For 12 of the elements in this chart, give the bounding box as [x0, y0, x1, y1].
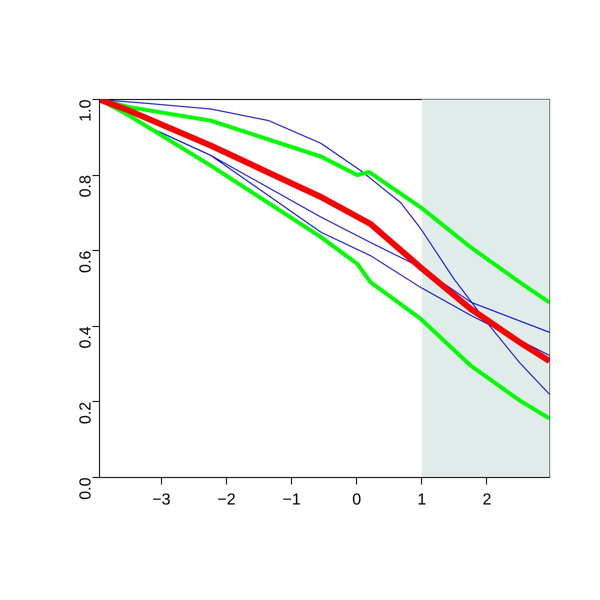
- x-tick-label: −3: [152, 492, 171, 508]
- y-tick-label: 0.8: [78, 175, 94, 198]
- x-tick-label: 0: [352, 492, 362, 508]
- x-tick-label: 1: [417, 492, 426, 508]
- y-tick-label: 0.4: [78, 326, 94, 349]
- x-tick-label: −1: [282, 492, 301, 508]
- y-tick-label: 0.0: [78, 477, 94, 500]
- y-tick-label: 1.0: [78, 99, 94, 122]
- y-tick-label: 0.6: [78, 250, 94, 273]
- y-tick-label: 0.2: [78, 402, 94, 424]
- x-tick-label: −2: [217, 492, 236, 508]
- x-tick-label: 2: [482, 492, 492, 508]
